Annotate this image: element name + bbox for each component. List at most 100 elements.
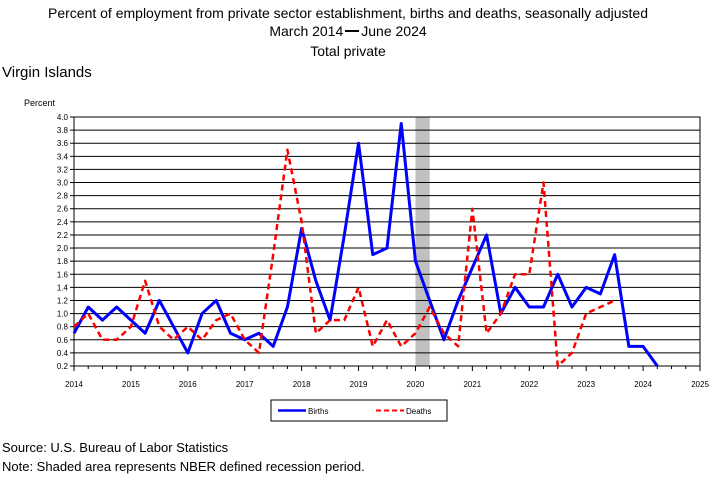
data-point-deaths	[557, 365, 559, 367]
data-point-deaths	[571, 352, 573, 354]
legend-box	[270, 399, 448, 422]
data-point-births	[201, 313, 203, 315]
data-point-deaths	[429, 306, 431, 308]
x-tick-label: 2023	[577, 380, 595, 389]
data-point-births	[173, 326, 175, 328]
legend-label-deaths: Deaths	[406, 407, 431, 416]
data-point-deaths	[500, 313, 502, 315]
x-tick-label: 2017	[236, 380, 254, 389]
data-point-deaths	[130, 326, 132, 328]
data-point-deaths	[358, 287, 360, 289]
data-point-deaths	[443, 332, 445, 334]
data-point-births	[372, 254, 374, 256]
data-point-births	[272, 346, 274, 348]
data-point-births	[443, 339, 445, 341]
data-point-births	[472, 267, 474, 269]
data-point-deaths	[144, 280, 146, 282]
data-point-deaths	[87, 313, 89, 315]
data-point-deaths	[614, 300, 616, 302]
data-point-deaths	[543, 182, 545, 184]
data-point-births	[628, 346, 630, 348]
data-point-deaths	[344, 319, 346, 321]
data-point-deaths	[258, 352, 260, 354]
legend-label-births: Births	[308, 407, 328, 416]
data-point-births	[287, 306, 289, 308]
data-point-deaths	[472, 208, 474, 210]
data-point-births	[585, 287, 587, 289]
data-point-births	[344, 234, 346, 236]
y-tick-label: 1.8	[57, 257, 69, 266]
dash-separator	[345, 29, 360, 32]
data-point-deaths	[329, 319, 331, 321]
data-point-births	[514, 287, 516, 289]
data-point-births	[457, 300, 459, 302]
y-tick-label: 1.4	[57, 283, 69, 292]
data-point-deaths	[415, 332, 417, 334]
series-line-deaths	[73, 148, 616, 368]
data-point-deaths	[301, 221, 303, 223]
y-tick-label: 0.2	[57, 362, 69, 371]
data-point-births	[187, 352, 189, 354]
data-point-deaths	[287, 149, 289, 151]
y-tick-label: 2.4	[57, 218, 69, 227]
region-label: Virgin Islands	[2, 64, 92, 81]
data-point-deaths	[600, 306, 602, 308]
x-tick-label: 2014	[65, 380, 83, 389]
data-point-births	[315, 280, 317, 282]
y-tick-label: 2.2	[57, 231, 69, 240]
recession-layer	[415, 117, 430, 366]
data-point-births	[543, 306, 545, 308]
y-tick-label: 1.2	[57, 296, 69, 305]
data-point-births	[116, 306, 118, 308]
data-point-births	[87, 306, 89, 308]
data-point-births	[642, 346, 644, 348]
y-tick-label: 1.0	[57, 310, 69, 319]
recession-note: Note: Shaded area represents NBER define…	[2, 459, 365, 474]
y-tick-label: 2.6	[57, 205, 69, 214]
y-tick-label: 0.8	[57, 323, 69, 332]
data-point-births	[73, 332, 75, 334]
y-tick-label: 0.6	[57, 336, 69, 345]
x-tick-label: 2022	[520, 380, 538, 389]
x-tick-label: 2024	[634, 380, 652, 389]
y-tick-label: 3.2	[57, 165, 69, 174]
data-point-deaths	[187, 326, 189, 328]
y-tick-label: 3.0	[57, 179, 69, 188]
data-point-deaths	[159, 326, 161, 328]
data-point-deaths	[400, 346, 402, 348]
data-point-deaths	[272, 254, 274, 256]
data-point-births	[386, 247, 388, 249]
data-point-births	[130, 319, 132, 321]
x-tick-label: 2019	[350, 380, 368, 389]
data-point-births	[571, 306, 573, 308]
source-note: Source: U.S. Bureau of Labor Statistics	[2, 440, 229, 455]
x-tick-label: 2020	[407, 380, 425, 389]
data-point-deaths	[201, 339, 203, 341]
y-tick-label: 1.6	[57, 270, 69, 279]
data-point-deaths	[528, 273, 530, 275]
y-tick-label: 3.8	[57, 126, 69, 135]
data-point-births	[415, 260, 417, 262]
axis-layer: 0.2 0.4 0.6 0.8 1.0 1.2 1.4 1.6 1.8 2.0 2.2 2.4 2.6 2…	[57, 113, 710, 389]
date-end: June 2024	[361, 23, 427, 39]
data-point-deaths	[585, 313, 587, 315]
data-point-births	[400, 123, 402, 125]
series-layer	[72, 122, 659, 368]
data-point-deaths	[244, 339, 246, 341]
y-tick-label: 3.6	[57, 139, 69, 148]
data-point-births	[358, 142, 360, 144]
data-point-births	[657, 365, 659, 367]
data-point-births	[230, 332, 232, 334]
x-tick-label: 2018	[293, 380, 311, 389]
data-point-births	[600, 293, 602, 295]
series-line-births	[72, 122, 659, 367]
data-point-deaths	[486, 332, 488, 334]
chart-title: Percent of employment from private secto…	[48, 5, 648, 21]
data-point-births	[614, 254, 616, 256]
data-point-births	[102, 319, 104, 321]
y-tick-label: 2.0	[57, 244, 69, 253]
date-start: March 2014	[269, 23, 344, 39]
data-point-deaths	[457, 346, 459, 348]
data-point-deaths	[514, 273, 516, 275]
data-point-births	[528, 306, 530, 308]
